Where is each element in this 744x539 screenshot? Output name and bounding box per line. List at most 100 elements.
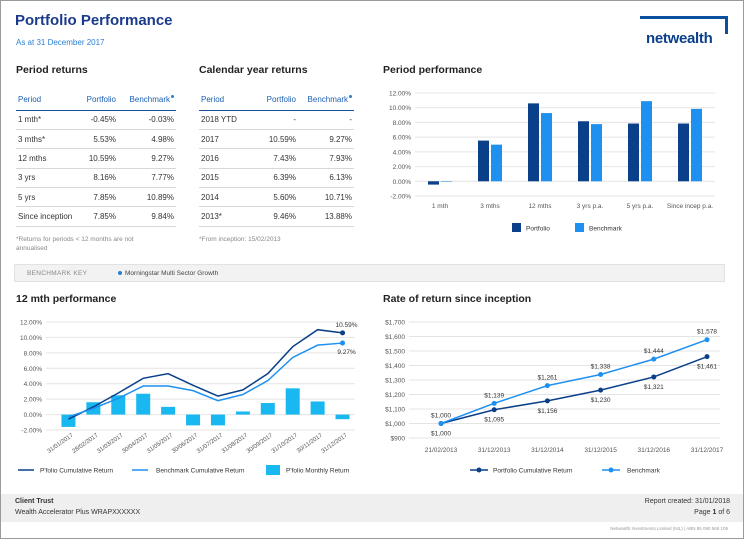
data-label-portfolio: $1,461 [697, 364, 717, 371]
page-title: Portfolio Performance [15, 12, 173, 29]
netwealth-logo: netwealth [640, 16, 728, 48]
logo-bar [640, 16, 728, 19]
point-portfolio [544, 398, 550, 404]
legend-marker-benchmark [608, 467, 614, 473]
y-tick-label: 10.00% [389, 105, 411, 112]
point-portfolio [598, 387, 604, 393]
y-tick-label: $1,200 [385, 392, 405, 399]
cell-portfolio: 5.60% [254, 187, 298, 208]
x-tick-label: 31/03/2017 [96, 432, 125, 455]
y-tick-label: 2.00% [24, 397, 43, 404]
page-current: 1 [712, 509, 717, 516]
y-tick-label: 4.00% [24, 381, 43, 388]
product-name: Wealth Accelerator Plus WRAPXXXXXX [15, 509, 141, 516]
period-returns-note: *Returns for periods < 12 months are not… [16, 236, 134, 252]
x-tick-label: 5 yrs p.a. [627, 203, 654, 210]
data-label-benchmark: $1,139 [484, 392, 504, 399]
cell-period: 2018 YTD [199, 110, 254, 130]
bar-monthly-return [210, 414, 225, 426]
point-benchmark [651, 356, 657, 362]
table-row: 2016 7.43% 7.93% [199, 148, 354, 169]
period-returns-heading: Period returns [16, 64, 88, 76]
x-tick-label: 31/12/2014 [531, 447, 564, 454]
data-label-portfolio: $1,000 [431, 431, 451, 438]
bar-portfolio [628, 123, 639, 182]
data-label-portfolio: $1,095 [484, 417, 504, 424]
legend-label-portfolio: Portfolio [526, 226, 550, 233]
table-row: 2013* 9.46% 13.88% [199, 206, 354, 227]
y-tick-label: $1,600 [385, 334, 405, 341]
bar-portfolio [478, 140, 489, 182]
cell-benchmark: 4.98% [118, 129, 176, 150]
cell-period: 3 mths* [16, 129, 78, 150]
cell-benchmark: -0.03% [118, 110, 176, 130]
x-tick-label: 31/05/2017 [146, 432, 175, 455]
x-tick-label: 30/06/2017 [171, 432, 200, 455]
end-label-portfolio: 10.59% [336, 322, 358, 329]
line-portfolio [68, 328, 343, 420]
table-row: 2015 6.39% 6.13% [199, 168, 354, 189]
period-performance-chart: 12.00% 10.00% 8.00% 6.00% 4.00% 2.00% 0.00% -2.… [389, 91, 715, 233]
x-tick-label: 30/04/2017 [121, 432, 150, 455]
data-label-portfolio: $1,156 [537, 408, 557, 415]
x-tick-label: 31/01/2017 [47, 432, 76, 455]
cell-portfolio: 9.46% [254, 206, 298, 227]
table-row: 2017 10.59% 9.27% [199, 129, 354, 150]
x-tick-label: 30/11/2017 [296, 432, 324, 454]
y-tick-label: $1,000 [385, 421, 405, 428]
x-tick-label: 31/12/2017 [691, 447, 724, 454]
twelve-month-chart: 12.00% 10.00% 8.00% 6.00% 4.00% 2.00% 0.00% -2.… [18, 320, 358, 475]
col-benchmark: Benchmark [118, 89, 176, 111]
y-tick-label: 12.00% [20, 320, 42, 327]
bar-monthly-return [335, 414, 350, 420]
cell-period: 2017 [199, 129, 254, 150]
bar-portfolio [428, 181, 439, 185]
legend-label-benchmark: Benchmark [627, 468, 661, 475]
cell-benchmark: 6.13% [298, 168, 354, 189]
table-row: 2014 5.60% 10.71% [199, 187, 354, 208]
cell-benchmark: 9.27% [298, 129, 354, 150]
period-returns-table: Period Portfolio Benchmark 1 mth* -0.45% -… [16, 89, 176, 227]
y-tick-label: 12.00% [389, 91, 411, 98]
line-portfolio [440, 355, 708, 425]
cell-period: 2013* [199, 206, 254, 227]
benchmark-dot-icon [171, 94, 174, 98]
data-label-benchmark: $1,444 [644, 348, 664, 355]
cell-period: 3 yrs [16, 168, 78, 189]
y-tick-label: $1,100 [385, 407, 405, 414]
cell-portfolio: 7.85% [78, 187, 118, 208]
legend-label-portfolio: Portfolio Cumulative Return [493, 468, 573, 475]
x-tick-label: 12 mths [528, 203, 552, 210]
y-tick-label: 0.00% [393, 179, 412, 186]
bar-benchmark [491, 144, 502, 182]
col-period: Period [16, 89, 78, 111]
x-tick-label: 3 yrs p.a. [577, 203, 604, 210]
cell-benchmark: 10.89% [118, 187, 176, 208]
footer: Client Trust Wealth Accelerator Plus WRA… [1, 494, 743, 522]
col-benchmark-label: Benchmark [129, 94, 170, 104]
y-tick-label: 8.00% [24, 350, 43, 357]
data-label-portfolio: $1,321 [644, 384, 664, 391]
data-label-portfolio: $1,230 [591, 397, 611, 404]
x-tick-label: 31/10/2017 [271, 432, 300, 455]
cell-period: Since inception [16, 206, 78, 227]
point-portfolio [651, 374, 657, 380]
page-number: Page 1 of 6 [694, 509, 730, 516]
bar-monthly-return [235, 411, 250, 415]
table-row: 3 mths* 5.53% 4.98% [16, 129, 176, 150]
cell-benchmark: 7.77% [118, 168, 176, 189]
legend-swatch-monthly [266, 465, 280, 475]
col-period: Period [199, 89, 254, 111]
bar-benchmark [691, 108, 702, 182]
x-tick-label: 31/12/2017 [321, 432, 350, 455]
table-row: 5 yrs 7.85% 10.89% [16, 187, 176, 208]
y-tick-label: $1,700 [385, 320, 405, 327]
end-point-portfolio [340, 330, 346, 336]
benchmark-dot-icon [118, 271, 122, 275]
benchmark-key-bar: BENCHMARK KEY Morningstar Multi Sector G… [14, 264, 725, 282]
data-label-benchmark: $1,000 [431, 413, 451, 420]
benchmark-key-label: BENCHMARK KEY [27, 270, 88, 277]
page-subtitle: As at 31 December 2017 [16, 38, 105, 47]
client-name: Client Trust [15, 498, 54, 505]
data-label-benchmark: $1,261 [537, 375, 557, 382]
